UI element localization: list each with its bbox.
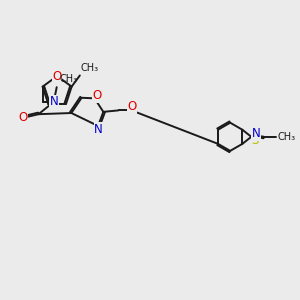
Text: CH₃: CH₃ xyxy=(278,132,296,142)
Text: S: S xyxy=(251,134,259,147)
Text: O: O xyxy=(52,70,62,83)
Text: N: N xyxy=(50,95,58,108)
Text: O: O xyxy=(128,100,137,113)
Text: O: O xyxy=(19,111,28,124)
Text: CH₃: CH₃ xyxy=(81,63,99,74)
Text: N: N xyxy=(94,123,103,136)
Text: CH₃: CH₃ xyxy=(59,74,77,84)
Text: N: N xyxy=(252,127,261,140)
Text: O: O xyxy=(92,89,101,102)
